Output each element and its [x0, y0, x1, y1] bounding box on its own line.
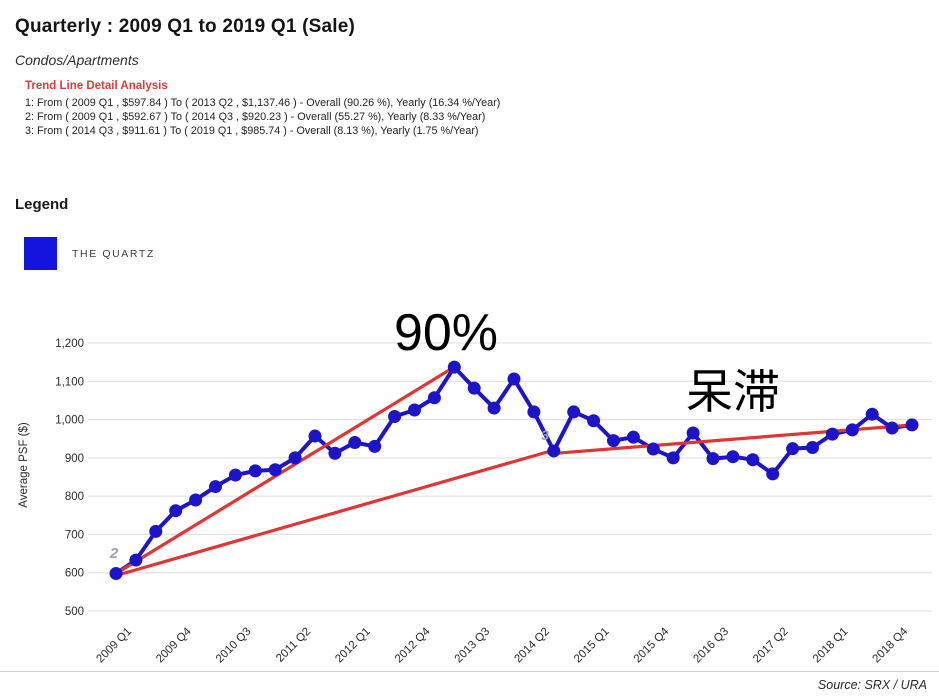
y-axis-tick-label: 600 [65, 568, 84, 580]
data-point[interactable] [885, 421, 899, 435]
data-point[interactable] [487, 401, 501, 415]
chart-svg: 500 600 700 800 900 1,000 1,100 1,200 Average PS… [18, 304, 932, 666]
data-point[interactable] [368, 439, 382, 453]
data-point[interactable] [706, 452, 720, 466]
data-point[interactable] [905, 418, 919, 432]
trend-analysis-heading: Trend Line Detail Analysis [25, 80, 168, 92]
x-axis-tick-label: 2009 Q4 [154, 625, 194, 665]
trend2-start-marker: 2 [109, 545, 119, 562]
y-axis-tick-label: 1,000 [55, 415, 84, 427]
data-point[interactable] [467, 381, 481, 395]
gain-annotation: 90% [394, 304, 498, 362]
data-point[interactable] [786, 442, 800, 456]
y-axis-tick-label: 700 [65, 529, 84, 541]
data-point[interactable] [149, 524, 163, 538]
data-point[interactable] [408, 403, 421, 417]
data-point[interactable] [268, 463, 282, 477]
data-point[interactable] [328, 446, 342, 460]
x-axis-tick-label: 2018 Q4 [871, 625, 911, 665]
page-title: Quarterly : 2009 Q1 to 2019 Q1 (Sale) [15, 16, 356, 37]
x-axis-tick-label: 2013 Q3 [453, 626, 493, 666]
data-point[interactable] [447, 360, 461, 374]
data-point[interactable] [865, 407, 879, 421]
property-type-label: Condos/Apartments [15, 52, 139, 68]
data-point[interactable] [686, 426, 700, 440]
series-color-swatch [24, 237, 57, 270]
data-point[interactable] [388, 410, 402, 424]
data-point[interactable] [109, 566, 123, 580]
data-point[interactable] [288, 451, 302, 465]
source-attribution: Source: SRX / URA [817, 678, 927, 692]
data-point[interactable] [228, 468, 242, 482]
x-axis-tick-label: 2018 Q1 [811, 626, 851, 666]
trend-analysis-block: Trend Line Detail Analysis 1: From ( 200… [25, 80, 500, 138]
data-point[interactable] [666, 451, 680, 465]
data-point[interactable] [607, 434, 620, 448]
y-axis-tick-label: 1,100 [55, 376, 84, 388]
data-point[interactable] [248, 464, 262, 478]
data-point[interactable] [726, 450, 740, 464]
data-point[interactable] [308, 429, 322, 443]
data-point[interactable] [766, 467, 780, 481]
x-axis-tick-label: 2012 Q4 [393, 625, 433, 665]
y-axis-tick-label: 500 [65, 606, 84, 618]
data-point[interactable] [806, 441, 819, 455]
trend-line-detail-2: 2: From ( 2009 Q1 , $592.67 ) To ( 2014 … [25, 111, 486, 123]
x-axis-tick-label: 2012 Q1 [333, 626, 373, 666]
price-trend-chart: 500 600 700 800 900 1,000 1,100 1,200 Average PS… [0, 300, 939, 672]
x-axis-tick-label: 2010 Q3 [214, 626, 254, 666]
x-axis-tick-label: 2015 Q1 [572, 626, 612, 666]
x-axis-tick-label: 2014 Q2 [512, 626, 552, 666]
stagnant-annotation: 呆滞 [686, 365, 780, 418]
data-point[interactable] [646, 442, 660, 456]
data-point[interactable] [746, 453, 760, 467]
data-point[interactable] [507, 372, 521, 386]
data-point[interactable] [626, 430, 640, 444]
y-axis-title: Average PSF ($) [18, 422, 30, 508]
y-axis-tick-label: 900 [65, 453, 84, 465]
data-point[interactable] [427, 391, 441, 405]
data-point[interactable] [169, 504, 183, 518]
data-point[interactable] [845, 423, 859, 437]
data-point[interactable] [189, 493, 203, 507]
data-point[interactable] [547, 444, 561, 458]
data-point[interactable] [527, 405, 541, 419]
trend-line-1 [114, 365, 456, 576]
data-point[interactable] [587, 414, 601, 428]
y-axis-tick-label: 1,200 [55, 338, 84, 350]
trend-line-2 [114, 448, 556, 578]
data-point[interactable] [825, 427, 839, 441]
y-axis-tick-label: 800 [65, 491, 84, 503]
x-axis-tick-label: 2016 Q3 [691, 626, 731, 666]
data-point[interactable] [348, 436, 362, 450]
legend-heading: Legend [15, 196, 69, 213]
data-point[interactable] [209, 480, 222, 494]
legend-series-label: THE QUARTZ [72, 247, 155, 260]
x-axis-tick-label: 2015 Q4 [632, 625, 672, 665]
x-axis-tick-label: 2017 Q2 [751, 626, 791, 666]
footer-divider [0, 671, 939, 672]
data-point[interactable] [129, 553, 143, 567]
legend-item: THE QUARTZ [24, 237, 155, 270]
x-axis-tick-label: 2011 Q2 [274, 626, 313, 665]
trend-line-detail-3: 3: From ( 2014 Q3 , $911.61 ) To ( 2019 … [25, 125, 479, 137]
trend-line-detail-1: 1: From ( 2009 Q1 , $597.84 ) To ( 2013 … [25, 97, 501, 109]
x-axis-tick-label: 2009 Q1 [94, 626, 134, 666]
trend3-start-marker: 3 [541, 427, 549, 443]
data-point[interactable] [567, 405, 581, 419]
